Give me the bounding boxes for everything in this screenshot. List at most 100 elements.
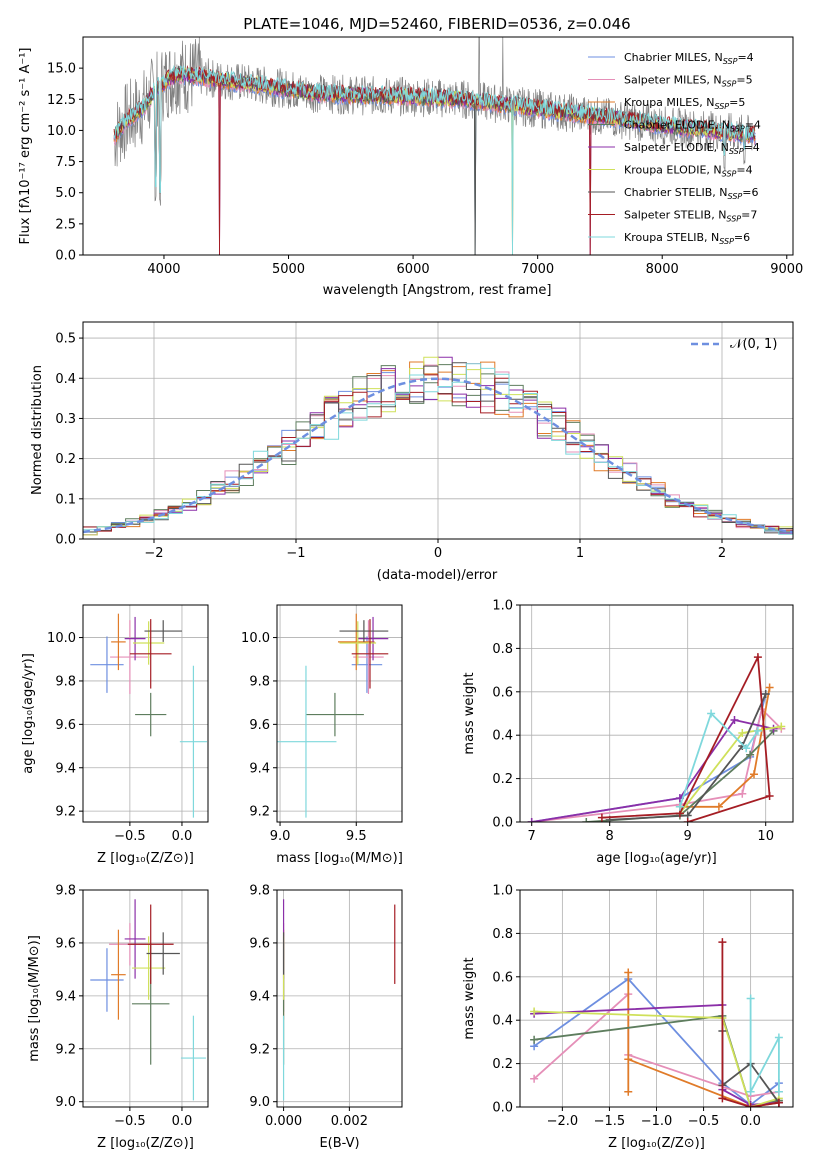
weight-z-series-7-marker bbox=[718, 1094, 727, 1103]
weight-z-series-8-marker bbox=[774, 1087, 783, 1096]
mass-z-grid bbox=[83, 889, 208, 1107]
spectrum-panel: PLATE=1046, MJD=52460, FIBERID=0536, z=0… bbox=[18, 15, 803, 298]
weight-z-series-5 bbox=[534, 1010, 780, 1107]
weight-age-series-8-marker bbox=[753, 726, 762, 735]
spectrum-legend-label: Chabrier STELIB, NSSP=6 bbox=[624, 186, 758, 201]
weight-age-series-2-marker bbox=[714, 802, 723, 811]
residuals-histograms bbox=[83, 356, 793, 536]
residuals-y-tick-label: 0.2 bbox=[55, 452, 76, 467]
residuals-y-tick-label: 0.0 bbox=[55, 533, 76, 548]
mass-ebv-x-tick-label: 0.002 bbox=[331, 1114, 368, 1129]
age-mass-panel: 9.0 9.5 9.2 9.4 9.6 9.8 10.0 mass [log₁₀(M/M⊙)] bbox=[241, 604, 403, 866]
mass-z-y-tick-label: 9.4 bbox=[55, 989, 76, 1004]
spectrum-x-tick-label: 8000 bbox=[646, 262, 679, 277]
weight-z-series-8-marker bbox=[774, 1033, 783, 1042]
mass-z-y-tick-label: 9.8 bbox=[55, 884, 76, 899]
weight-z-y-tick-label: 0.8 bbox=[492, 927, 513, 942]
spectrum-legend-label: Chabrier MILES, NSSP=4 bbox=[624, 51, 754, 66]
age-mass-y-tick-label: 10.0 bbox=[241, 631, 270, 646]
weight-age-xlabel: age [log₁₀(age/yr)] bbox=[596, 851, 717, 866]
spectrum-x-tick-label: 5000 bbox=[272, 262, 305, 277]
spectrum-legend-label: Kroupa MILES, NSSP=5 bbox=[624, 96, 745, 111]
weight-z-series-7-marker bbox=[718, 938, 727, 947]
spectrum-legend-label: Chabrier ELODIE, NSSP=4 bbox=[624, 119, 761, 134]
spectrum-x-ticks: 4000 5000 6000 7000 8000 9000 bbox=[147, 255, 803, 277]
weight-age-series-5-marker bbox=[738, 729, 747, 738]
age-z-x-tick-label: −0.5 bbox=[114, 829, 146, 844]
weight-age-y-tick-label: 0.0 bbox=[492, 816, 513, 831]
lower-panels: −0.5 0.0 9.2 9.4 9.6 9.8 10.0 Z [log₁₀(Z/Z⊙)] ag… bbox=[21, 599, 794, 1151]
spectrum-title: PLATE=1046, MJD=52460, FIBERID=0536, z=0… bbox=[243, 15, 630, 33]
weight-age-x-tick-label: 8 bbox=[606, 829, 614, 844]
mass-ebv-y-tick-label: 9.0 bbox=[249, 1095, 270, 1110]
spectrum-legend-label: Kroupa STELIB, NSSP=6 bbox=[624, 231, 750, 246]
mass-ebv-y-tick-label: 9.4 bbox=[249, 989, 270, 1004]
weight-age-series-6-marker bbox=[761, 689, 770, 698]
weight-age-y-tick-label: 0.2 bbox=[492, 772, 513, 787]
spectrum-legend-label: Salpeter ELODIE, NSSP=4 bbox=[624, 141, 760, 156]
spectrum-x-tick-label: 9000 bbox=[770, 262, 803, 277]
age-mass-y-tick-label: 9.4 bbox=[249, 761, 270, 776]
weight-age-series-3-marker bbox=[746, 750, 755, 759]
weight-z-series-1-marker bbox=[530, 1074, 539, 1083]
weight-age-series-4-marker bbox=[730, 716, 739, 725]
age-z-xlabel: Z [log₁₀(Z/Z⊙)] bbox=[97, 851, 194, 866]
spectrum-xlabel: wavelength [Angstrom, rest frame] bbox=[323, 283, 552, 298]
weight-z-y-tick-label: 0.2 bbox=[492, 1057, 513, 1072]
weight-z-y-tick-label: 0.6 bbox=[492, 970, 513, 985]
weight-age-x-tick-label: 9 bbox=[684, 829, 692, 844]
age-z-y-tick-label: 9.4 bbox=[55, 761, 76, 776]
weight-z-y-tick-label: 0.4 bbox=[492, 1014, 513, 1029]
age-mass-y-tick-label: 9.8 bbox=[249, 674, 270, 689]
weight-z-series-2-marker bbox=[624, 1087, 633, 1096]
mass-z-y-tick-label: 9.0 bbox=[55, 1095, 76, 1110]
spectrum-plot-area bbox=[113, 37, 756, 255]
age-z-y-tick-label: 9.6 bbox=[55, 718, 76, 733]
residuals-y-tick-label: 0.3 bbox=[55, 412, 76, 427]
residuals-y-tick-label: 0.1 bbox=[55, 492, 76, 507]
weight-z-series-7 bbox=[721, 942, 780, 1107]
mass-ebv-panel: 0.000 0.002 9.0 9.2 9.4 9.6 9.8 E(B-V) bbox=[249, 884, 403, 1151]
residuals-y-tick-label: 0.5 bbox=[55, 332, 76, 347]
spectrum-y-tick-label: 12.5 bbox=[47, 93, 76, 108]
mass-ebv-x-tick-label: 0.000 bbox=[265, 1114, 302, 1129]
weight-age-series-4-marker bbox=[527, 818, 536, 822]
residuals-y-tick-label: 0.4 bbox=[55, 372, 76, 387]
weight-age-x-tick-label: 10 bbox=[757, 829, 774, 844]
residuals-x-tick-label: 2 bbox=[718, 546, 726, 561]
age-z-y-tick-label: 9.8 bbox=[55, 674, 76, 689]
age-z-marks bbox=[90, 613, 207, 818]
mass-z-marks bbox=[90, 899, 206, 1101]
weight-age-y-tick-label: 0.4 bbox=[492, 729, 513, 744]
weight-z-x-tick-label: −2.0 bbox=[547, 1114, 579, 1129]
age-z-frame bbox=[82, 604, 209, 823]
weight-age-series-2 bbox=[679, 687, 771, 808]
spectrum-legend: Chabrier MILES, NSSP=4 Salpeter MILES, NS… bbox=[588, 51, 761, 246]
age-mass-grid bbox=[277, 605, 402, 822]
weight-z-ylabel: mass weight bbox=[462, 957, 477, 1039]
residuals-y-ticks: 0.0 0.1 0.2 0.3 0.4 0.5 bbox=[55, 332, 83, 548]
age-mass-x-tick-label: 9.5 bbox=[346, 829, 367, 844]
weight-age-series-7-marker bbox=[683, 818, 692, 822]
mass-z-frame bbox=[82, 889, 209, 1108]
spectrum-legend-label: Salpeter STELIB, NSSP=7 bbox=[624, 209, 757, 224]
normal-curve bbox=[83, 377, 793, 534]
residuals-ylabel: Normed distribution bbox=[30, 365, 45, 495]
spectrum-y-tick-label: 7.5 bbox=[55, 155, 76, 170]
spectrum-y-tick-label: 2.5 bbox=[55, 217, 76, 232]
mass-ebv-y-tick-label: 9.8 bbox=[249, 884, 270, 899]
weight-age-series-8 bbox=[679, 711, 759, 808]
age-mass-y-tick-label: 9.2 bbox=[249, 805, 270, 820]
mass-z-panel: −0.5 0.0 9.0 9.2 9.4 9.6 9.8 Z [log₁₀(Z/Z⊙)] mas… bbox=[27, 884, 209, 1151]
weight-age-y-tick-label: 0.6 bbox=[492, 685, 513, 700]
weight-age-y-tick-label: 1.0 bbox=[492, 599, 513, 614]
age-z-x-tick-label: 0.0 bbox=[172, 829, 193, 844]
weight-z-series-7-marker bbox=[746, 1103, 755, 1107]
weight-age-ylabel: mass weight bbox=[462, 672, 477, 754]
spectrum-y-tick-label: 5.0 bbox=[55, 186, 76, 201]
spectrum-lines bbox=[113, 37, 756, 255]
age-mass-xlabel: mass [log₁₀(M/M⊙)] bbox=[276, 851, 403, 866]
weight-z-series-7-marker bbox=[774, 1098, 783, 1107]
spectrum-x-tick-label: 4000 bbox=[147, 262, 180, 277]
